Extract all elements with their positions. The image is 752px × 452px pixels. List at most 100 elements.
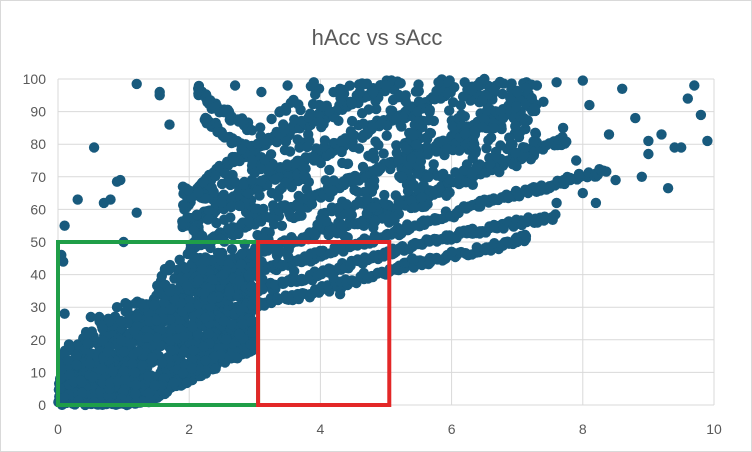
outlier-point-31 bbox=[571, 155, 582, 166]
band-point bbox=[281, 159, 293, 170]
band-point bbox=[228, 156, 239, 168]
outlier-point-30 bbox=[682, 93, 693, 104]
band-point bbox=[431, 146, 442, 157]
curve-5-point bbox=[538, 215, 550, 226]
cluster-0-point bbox=[107, 366, 119, 377]
band-point bbox=[411, 139, 422, 150]
band-point bbox=[376, 118, 387, 129]
outlier-point-28 bbox=[689, 80, 700, 91]
cluster-0-point bbox=[137, 360, 148, 371]
band-point bbox=[293, 190, 304, 202]
cluster-0-point bbox=[142, 371, 154, 382]
band-point bbox=[406, 153, 417, 164]
band-point bbox=[356, 108, 368, 119]
band-point bbox=[306, 199, 318, 210]
cluster-0-point bbox=[62, 355, 74, 366]
band-point bbox=[236, 248, 248, 259]
band-point bbox=[471, 162, 482, 173]
cluster-0-point bbox=[168, 377, 180, 389]
cluster-0-point bbox=[234, 328, 245, 340]
curve-6-point bbox=[519, 229, 531, 240]
band-point bbox=[447, 121, 458, 132]
outlier-point-7 bbox=[131, 207, 142, 218]
cluster-0-point bbox=[71, 359, 82, 371]
outlier-point-55 bbox=[256, 86, 267, 98]
band-point bbox=[419, 201, 431, 212]
band-point bbox=[387, 94, 399, 106]
cluster-0-point bbox=[151, 332, 163, 343]
outlier-point-42 bbox=[479, 73, 490, 85]
outlier-point-48 bbox=[282, 80, 293, 91]
x-tick-labels: 0 2 4 6 8 10 bbox=[54, 421, 722, 437]
cluster-0-point bbox=[58, 392, 70, 403]
curve-6-point bbox=[272, 292, 283, 304]
band-point bbox=[332, 228, 343, 239]
band-point bbox=[433, 137, 444, 148]
band-point bbox=[408, 129, 419, 141]
cluster-0-point bbox=[246, 316, 257, 327]
band-point bbox=[335, 93, 346, 104]
annotation-boxes bbox=[56, 240, 392, 407]
band-point bbox=[507, 159, 519, 170]
band-point bbox=[456, 109, 467, 120]
cluster-0-point bbox=[130, 388, 141, 399]
outlier-point-45 bbox=[538, 96, 549, 108]
x-tick-label-5: 10 bbox=[706, 421, 722, 437]
outlier-point-38 bbox=[551, 77, 562, 88]
band-point bbox=[368, 86, 379, 97]
band-point bbox=[258, 135, 269, 146]
band-point bbox=[431, 85, 442, 97]
band-point bbox=[345, 126, 357, 137]
outlier-point-49 bbox=[308, 77, 319, 88]
band-point bbox=[315, 213, 326, 225]
outlier-point-56 bbox=[289, 266, 300, 277]
cluster-0-point bbox=[186, 363, 198, 374]
cluster-0-point bbox=[178, 331, 189, 342]
band-point bbox=[336, 146, 347, 158]
cluster-0-point bbox=[127, 358, 138, 369]
outlier-point-47 bbox=[584, 99, 595, 111]
y-tick-label-6: 60 bbox=[30, 201, 46, 217]
band-point bbox=[378, 148, 389, 159]
band-point bbox=[270, 174, 281, 185]
band-point bbox=[424, 104, 435, 116]
curve-5-point bbox=[547, 214, 558, 225]
band-point bbox=[391, 112, 402, 123]
x-tick-label-4: 8 bbox=[579, 421, 587, 437]
band-point bbox=[458, 165, 469, 176]
band-point bbox=[367, 151, 379, 163]
outlier-point-63 bbox=[512, 236, 523, 248]
outlier-point-46 bbox=[557, 122, 569, 134]
band-point bbox=[356, 218, 367, 229]
band-point bbox=[359, 79, 370, 90]
band-point bbox=[441, 190, 452, 201]
outlier-point-18 bbox=[577, 187, 588, 199]
y-tick-label-3: 30 bbox=[30, 299, 46, 315]
band-point bbox=[324, 164, 335, 176]
band-point bbox=[193, 275, 204, 286]
cluster-0-point bbox=[136, 298, 147, 309]
outlier-point-21 bbox=[630, 112, 641, 124]
band-point bbox=[469, 125, 480, 137]
y-tick-label-1: 10 bbox=[30, 364, 46, 380]
band-point bbox=[255, 122, 266, 133]
band-point bbox=[280, 136, 292, 147]
band-point bbox=[328, 175, 339, 186]
outlier-point-39 bbox=[577, 75, 588, 86]
band-point bbox=[494, 166, 505, 178]
band-point bbox=[497, 88, 508, 100]
band-point bbox=[229, 176, 240, 187]
band-point bbox=[429, 94, 440, 105]
band-point bbox=[224, 286, 235, 298]
band-point bbox=[238, 179, 249, 190]
band-point bbox=[303, 129, 314, 140]
band-point bbox=[211, 217, 222, 229]
band-point bbox=[379, 189, 390, 201]
band-point bbox=[341, 199, 352, 210]
band-point bbox=[319, 135, 331, 146]
band-point bbox=[455, 100, 467, 111]
band-point bbox=[423, 172, 434, 183]
band-point bbox=[256, 175, 267, 186]
outlier-point-1 bbox=[72, 194, 83, 205]
